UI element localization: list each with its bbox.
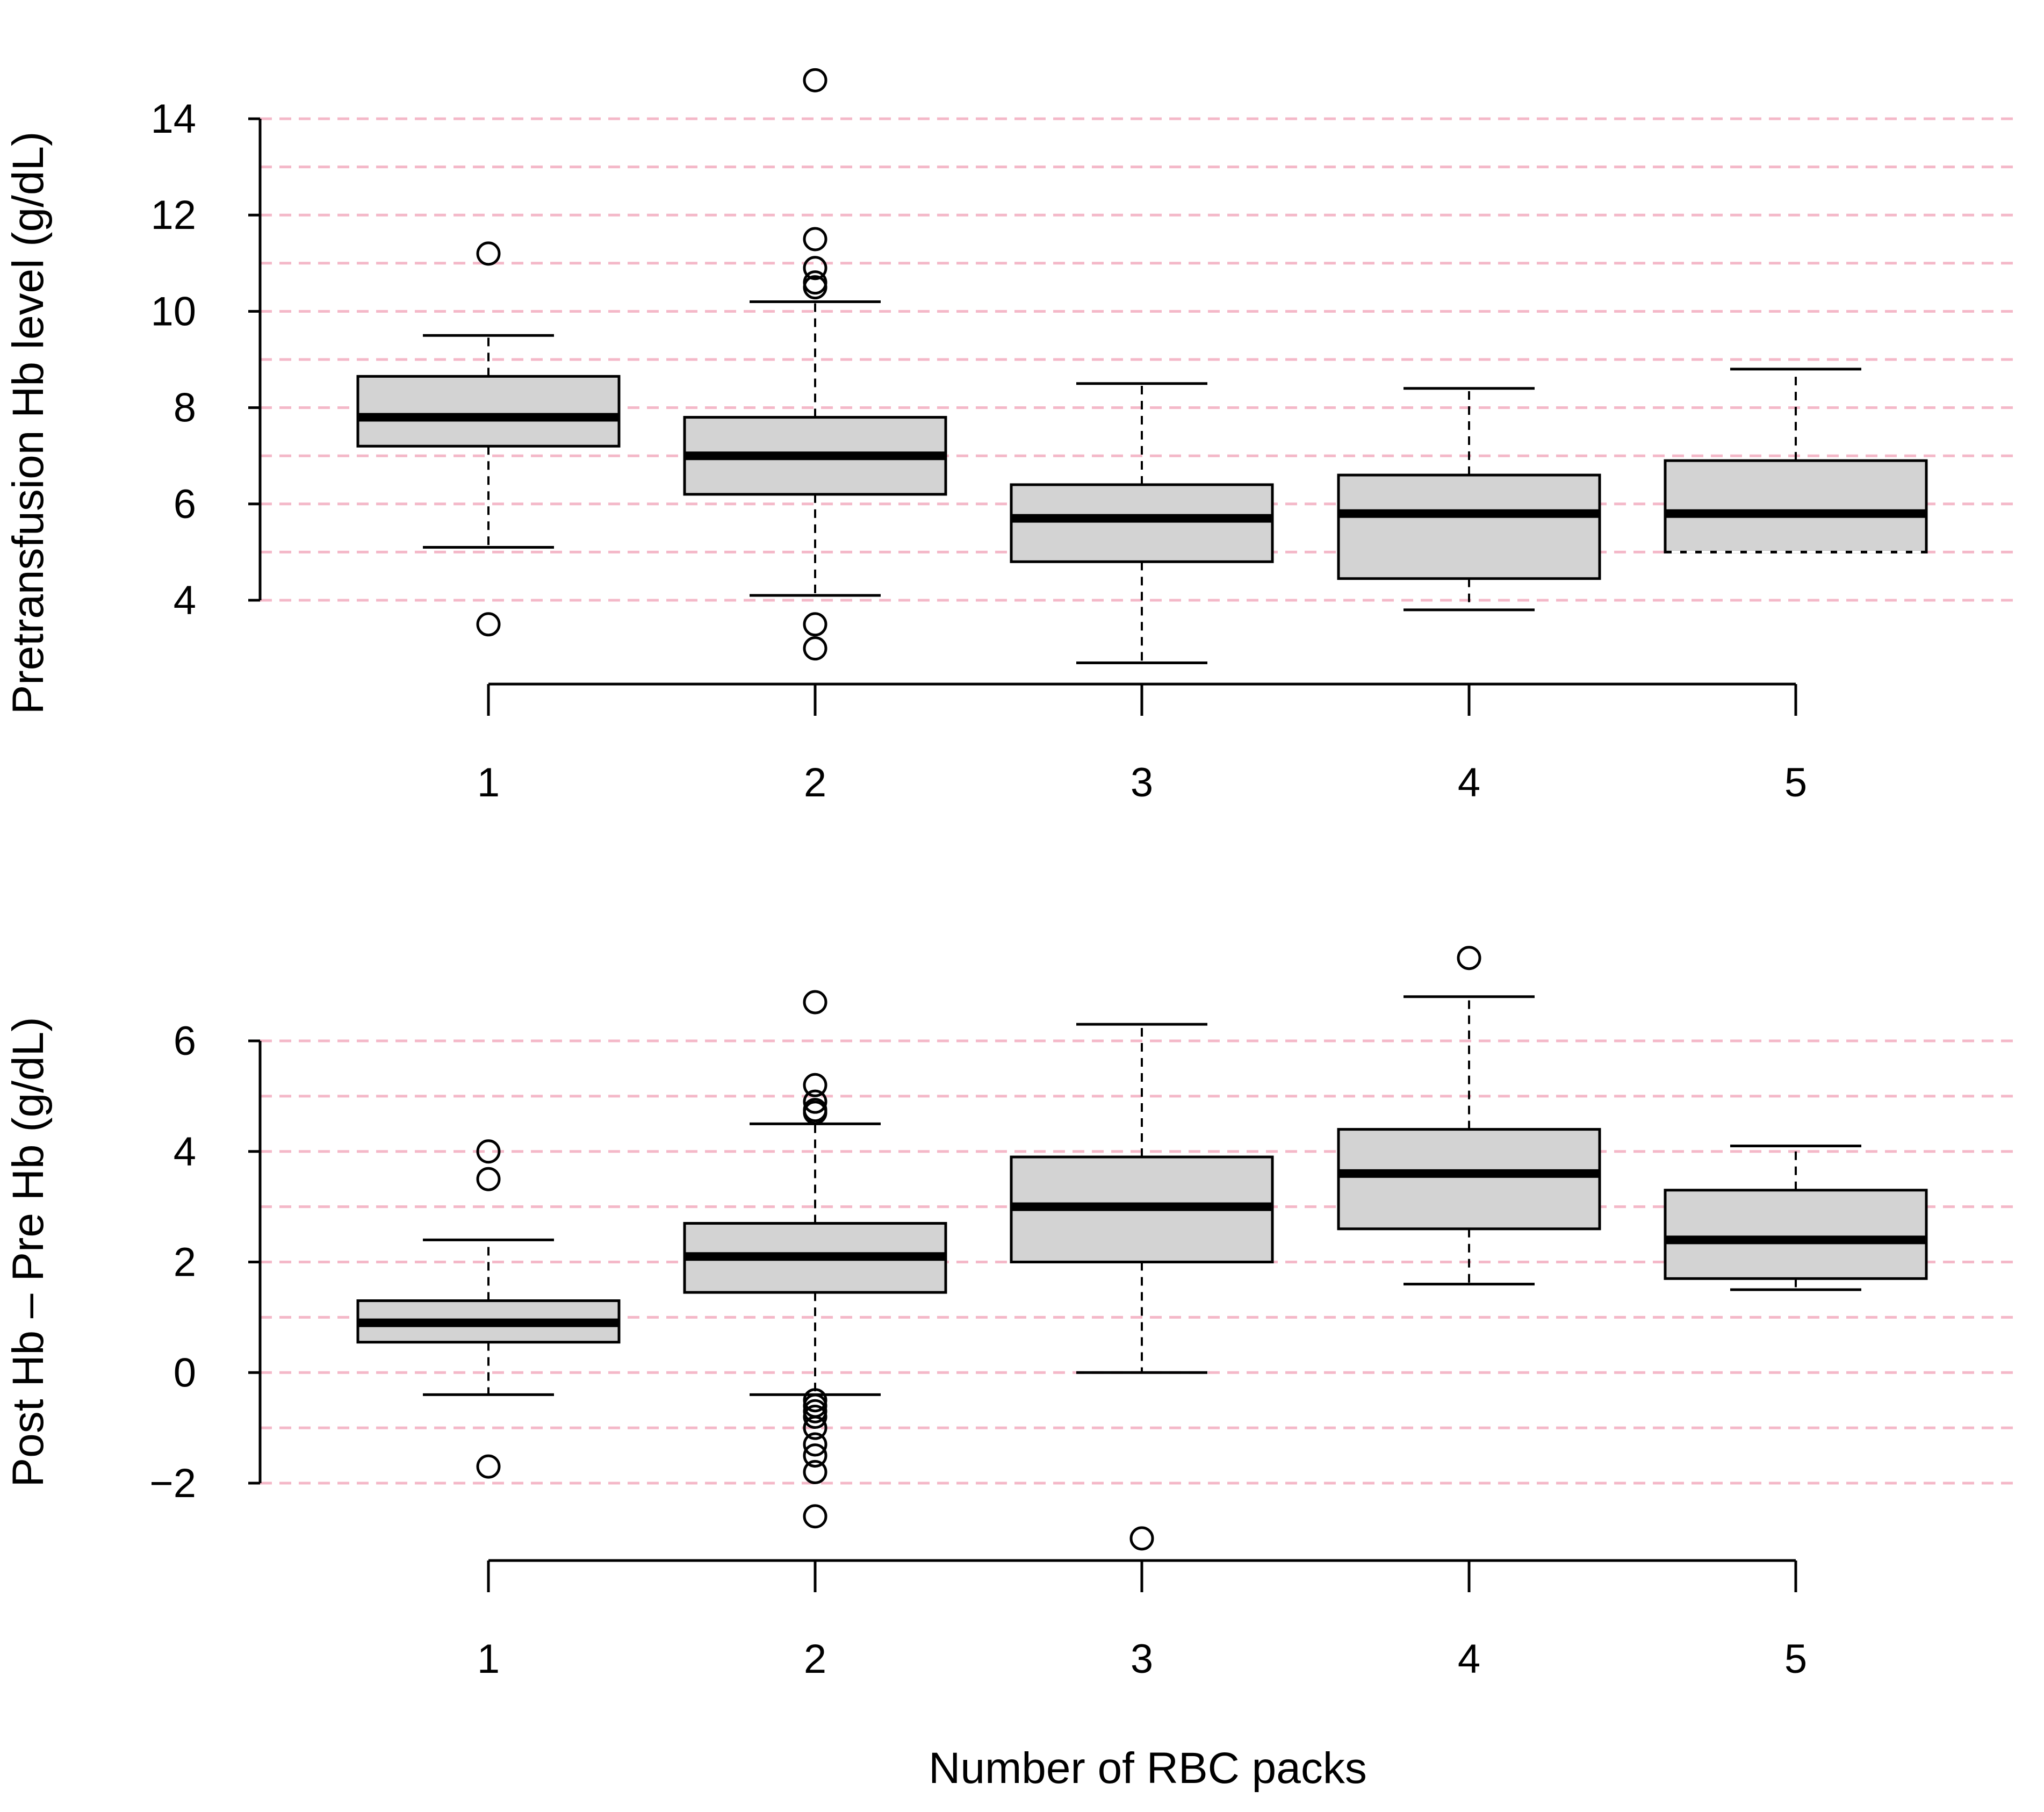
outlier-point (803, 1432, 827, 1457)
y-axis-title: Pretransfusion Hb level (g/dL) (4, 132, 53, 715)
outlier-point (803, 256, 827, 281)
x-tick-label: 2 (804, 1636, 826, 1682)
x-tick-label: 5 (1784, 760, 1807, 806)
y-tick-label: 6 (174, 1018, 196, 1064)
y-tick-label: 0 (174, 1350, 196, 1396)
outlier-point (476, 1167, 501, 1191)
outlier-point (803, 612, 827, 637)
outlier-point (803, 270, 827, 295)
outlier-point (476, 1454, 501, 1479)
y-tick-label: 2 (174, 1240, 196, 1285)
box (1664, 1189, 1928, 1280)
box (1664, 459, 1928, 553)
outlier-point (476, 1139, 501, 1164)
y-tick-label: 4 (174, 1129, 196, 1175)
outlier-point (803, 68, 827, 92)
outlier-point (476, 612, 501, 637)
outlier-point (803, 1089, 827, 1114)
x-tick-label: 2 (804, 760, 826, 806)
box (1337, 473, 1601, 580)
box (1337, 1128, 1601, 1231)
x-tick-label: 4 (1458, 760, 1480, 806)
outlier-point (803, 636, 827, 661)
outlier-point (803, 990, 827, 1015)
outlier-point (803, 227, 827, 251)
outlier-point (803, 1073, 827, 1097)
panel-hb-difference: −2 0 2 4 6 Post Hb – Pre Hb (g/dL) 1 2 3 4 5 (4, 946, 2015, 1682)
y-tick-label: 12 (150, 192, 196, 238)
outlier-point (803, 1405, 827, 1429)
x-tick-label: 4 (1458, 1636, 1480, 1682)
outlier-point (803, 1459, 827, 1484)
x-tick-label: 1 (477, 760, 500, 806)
x-tick-label: 3 (1131, 760, 1153, 806)
outlier-point (803, 275, 827, 300)
outlier-point (803, 1415, 827, 1440)
box (1010, 483, 1274, 563)
box (356, 375, 621, 448)
y-tick-label: −2 (149, 1461, 196, 1506)
outlier-point (803, 1504, 827, 1529)
outlier-point (476, 241, 501, 266)
outlier-point (1129, 1526, 1154, 1551)
x-tick-label: 5 (1784, 1636, 1807, 1682)
outlier-point (803, 1443, 827, 1468)
x-tick-label: 3 (1131, 1636, 1153, 1682)
y-tick-label: 14 (150, 96, 196, 142)
y-tick-label: 10 (150, 289, 196, 334)
x-tick-label: 1 (477, 1636, 500, 1682)
y-tick-label: 4 (174, 578, 196, 623)
outlier-point (1457, 946, 1481, 970)
x-axis-title: Number of RBC packs (929, 1744, 1367, 1793)
outlier-point (803, 1101, 827, 1125)
y-tick-label: 6 (174, 481, 196, 527)
y-axis-title: Post Hb – Pre Hb (g/dL) (4, 1017, 53, 1487)
y-tick-label: 8 (174, 385, 196, 431)
